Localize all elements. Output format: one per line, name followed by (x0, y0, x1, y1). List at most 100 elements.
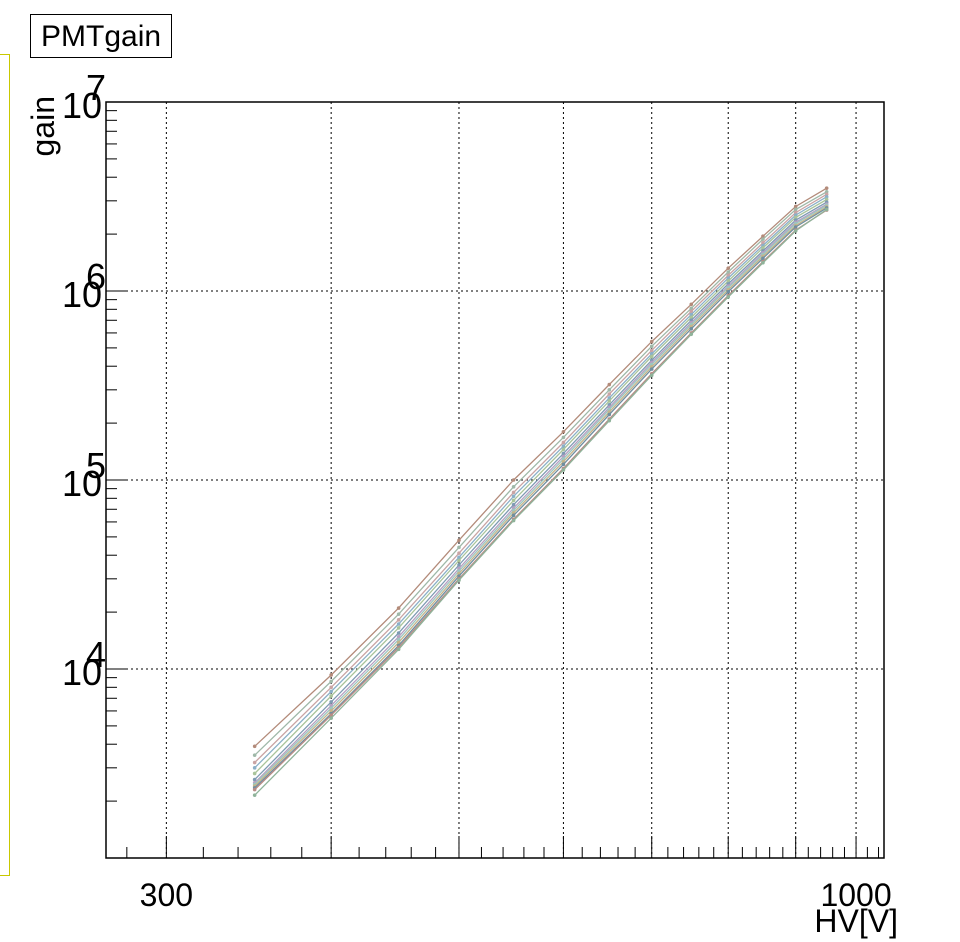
data-point (396, 631, 401, 635)
series-line (254, 209, 828, 791)
data-point (689, 315, 694, 320)
ticks (106, 101, 880, 859)
data-point (511, 485, 516, 489)
y-tick-label-base: 10 (62, 274, 102, 315)
data-point (329, 673, 333, 677)
data-point (607, 418, 612, 423)
data-point (396, 612, 401, 616)
data-point (252, 793, 257, 797)
data-point (761, 240, 765, 245)
data-point (689, 326, 694, 331)
y-tick-label-exponent: 5 (86, 445, 106, 486)
data-point (511, 494, 516, 499)
data-point (457, 538, 461, 543)
data-point (457, 558, 461, 563)
chart-title: PMTgain (30, 14, 173, 58)
data-point (252, 787, 257, 792)
y-tick-label-base: 10 (62, 463, 102, 504)
data-point (329, 689, 333, 694)
data-point (726, 270, 731, 274)
data-point (252, 753, 257, 757)
data-point (649, 344, 654, 349)
data-point (252, 771, 257, 776)
data-point (824, 189, 829, 194)
data-point (396, 618, 401, 622)
y-tick-label-exponent: 4 (86, 634, 106, 675)
data-point (561, 435, 566, 440)
data-point (561, 440, 566, 445)
data-point (607, 396, 612, 400)
data-point (726, 290, 731, 294)
data-point (824, 192, 829, 197)
data-point (511, 513, 516, 518)
data-point (793, 210, 798, 215)
data-point (649, 373, 654, 378)
data-point (396, 647, 401, 652)
data-point (793, 207, 798, 212)
data-point (511, 478, 516, 482)
series-line (254, 198, 828, 774)
data-point (761, 246, 765, 250)
x-tick-label: 300 (140, 877, 193, 913)
data-point (824, 186, 829, 190)
series-line (254, 204, 828, 785)
data-point (396, 637, 401, 642)
data-point (329, 713, 333, 717)
series-layer (252, 186, 829, 797)
y-tick-label-exponent: 7 (86, 67, 106, 108)
series-line (254, 208, 828, 796)
data-point (689, 312, 694, 317)
data-point (396, 622, 401, 626)
data-point (561, 429, 566, 434)
data-point (457, 563, 461, 567)
data-point (726, 273, 731, 278)
data-point (649, 367, 654, 371)
data-point (329, 709, 333, 713)
data-point (607, 382, 612, 387)
data-point (793, 204, 798, 209)
data-point (396, 640, 401, 645)
data-point (561, 447, 566, 452)
data-point (649, 348, 654, 353)
data-point (396, 626, 401, 630)
y-tick-label-base: 10 (62, 85, 102, 126)
y-tick-label-exponent: 6 (86, 256, 106, 297)
data-point (561, 451, 566, 456)
data-point (824, 207, 829, 212)
data-point (329, 694, 333, 698)
data-point (726, 295, 731, 299)
data-point (252, 744, 257, 749)
data-point (457, 545, 461, 550)
data-point (511, 502, 516, 507)
data-point (607, 399, 612, 403)
data-point (761, 260, 765, 265)
data-point (726, 266, 731, 271)
data-point (329, 700, 333, 704)
data-point (457, 578, 461, 583)
data-point (726, 279, 731, 283)
data-point (511, 518, 516, 523)
data-point (689, 309, 694, 314)
legend-box (0, 54, 10, 876)
data-point (607, 412, 612, 417)
data-point (649, 354, 654, 359)
data-point (689, 332, 694, 337)
data-point (793, 229, 798, 233)
data-point (252, 760, 257, 765)
y-axis-label: gain (25, 96, 61, 157)
data-point (761, 256, 765, 261)
data-point (793, 225, 798, 229)
y-tick-label-base: 10 (62, 652, 102, 693)
data-point (824, 195, 829, 199)
data-point (252, 777, 257, 782)
data-point (329, 679, 333, 684)
x-tick-label: 1000 (820, 877, 891, 913)
data-point (607, 388, 612, 392)
data-point (649, 339, 654, 344)
x-axis-label: HV[V] (814, 903, 898, 939)
data-point (761, 237, 765, 241)
data-point (607, 392, 612, 396)
data-point (761, 234, 765, 238)
